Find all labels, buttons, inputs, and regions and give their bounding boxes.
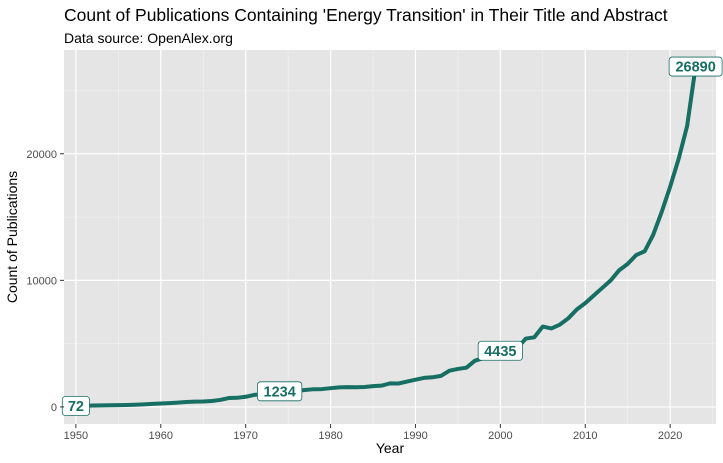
y-tick-label: 20000 (26, 149, 57, 161)
x-tick-label: 1960 (149, 430, 173, 442)
y-tick-label: 10000 (26, 275, 57, 287)
chart-subtitle: Data source: OpenAlex.org (64, 30, 233, 46)
x-tick-label: 2010 (573, 430, 597, 442)
data-label: 4435 (477, 340, 523, 361)
x-tick-label: 1950 (64, 430, 88, 442)
data-label-box (477, 340, 523, 361)
minor-gridlines (64, 50, 716, 424)
data-label-box (257, 381, 303, 402)
data-labels: 72 1234 4435 26890 (61, 56, 723, 416)
y-tick-label: 0 (51, 402, 57, 414)
series-line (75, 64, 705, 408)
data-label-text: 4435 (484, 344, 516, 360)
data-label: 26890 (668, 56, 723, 77)
y-axis-title: Count of Publications (4, 171, 20, 303)
data-label-text: 72 (68, 399, 84, 415)
data-label-box (668, 56, 723, 77)
x-tick-label: 1980 (318, 430, 342, 442)
plot-panel (64, 50, 716, 424)
data-label: 72 (61, 396, 90, 416)
major-gridlines (64, 50, 716, 424)
x-axis-title: Year (376, 440, 405, 456)
data-label-box (61, 396, 90, 416)
x-tick-label: 1990 (403, 430, 427, 442)
x-tick-label: 2020 (658, 430, 682, 442)
chart-title: Count of Publications Containing 'Energy… (64, 5, 668, 25)
axis-ticks: 1950 1960 1970 1980 1990 2000 2010 2020 0 10000 20… (26, 149, 682, 442)
data-label: 1234 (257, 381, 303, 402)
data-label-text: 26890 (675, 60, 715, 76)
data-label-text: 1234 (264, 384, 296, 400)
x-tick-label: 1970 (233, 430, 257, 442)
x-tick-label: 2000 (488, 430, 512, 442)
